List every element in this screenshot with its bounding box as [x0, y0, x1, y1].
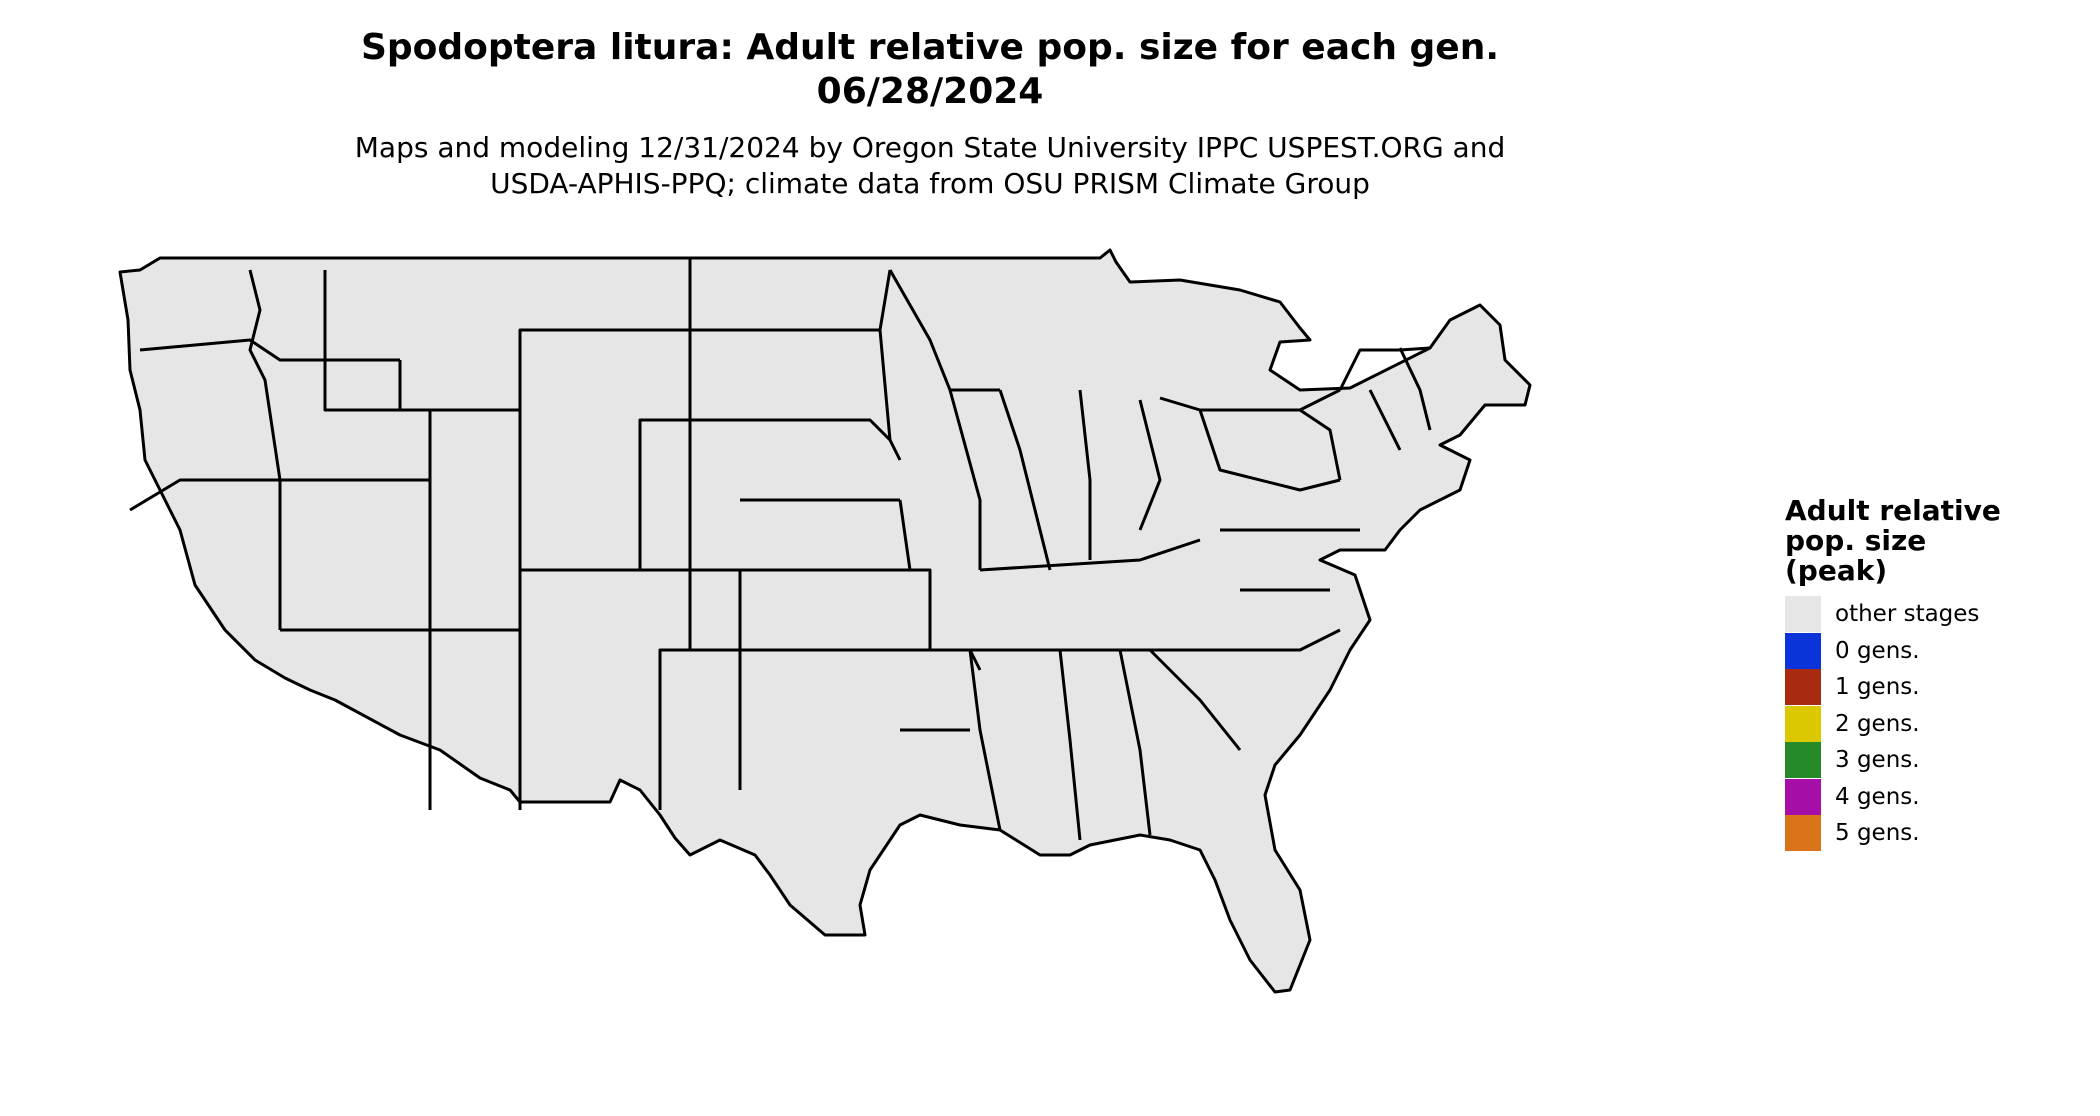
- legend-swatch: [1785, 815, 1821, 852]
- legend-swatch: [1785, 742, 1821, 779]
- legend-label: 0 gens.: [1835, 637, 1920, 664]
- legend-item-0-gens: 0 gens.: [1785, 632, 2085, 670]
- us-generation-map: [118, 248, 1532, 994]
- legend-item-1-gens: 1 gens.: [1785, 669, 2085, 706]
- legend-item-other: other stages: [1785, 596, 2085, 633]
- legend-item-3-gens: 3 gens.: [1785, 742, 2085, 779]
- legend-label: 5 gens.: [1835, 820, 1920, 847]
- legend-title: Adult relative pop. size (peak): [1785, 496, 2085, 586]
- credit-line-1: Maps and modeling 12/31/2024 by Oregon S…: [354, 131, 1506, 164]
- legend-swatch: [1785, 669, 1821, 706]
- state-borders: [118, 248, 1532, 994]
- credit-line-2: USDA-APHIS-PPQ; climate data from OSU PR…: [490, 167, 1370, 200]
- legend-item-2-gens: 2 gens.: [1785, 705, 2085, 743]
- legend-swatch: [1785, 596, 1821, 633]
- legend-title-line: pop. size: [1785, 524, 1927, 557]
- legend-label: 1 gens.: [1835, 674, 1920, 701]
- legend-label: 2 gens.: [1835, 710, 1920, 737]
- legend-label: 4 gens.: [1835, 783, 1920, 810]
- map-title: Spodoptera litura: Adult relative pop. s…: [360, 27, 1500, 68]
- legend-title-line: Adult relative: [1785, 494, 2001, 527]
- map-date: 06/28/2024: [816, 71, 1044, 112]
- legend-swatch: [1785, 632, 1821, 669]
- legend: Adult relative pop. size (peak) other st…: [1785, 496, 2085, 852]
- legend-label: 3 gens.: [1835, 747, 1920, 774]
- legend-swatch: [1785, 778, 1821, 815]
- legend-swatch: [1785, 705, 1821, 742]
- legend-item-5-gens: 5 gens.: [1785, 815, 2085, 852]
- legend-item-4-gens: 4 gens.: [1785, 778, 2085, 816]
- legend-title-line: (peak): [1785, 554, 1888, 587]
- legend-label: other stages: [1835, 601, 1980, 628]
